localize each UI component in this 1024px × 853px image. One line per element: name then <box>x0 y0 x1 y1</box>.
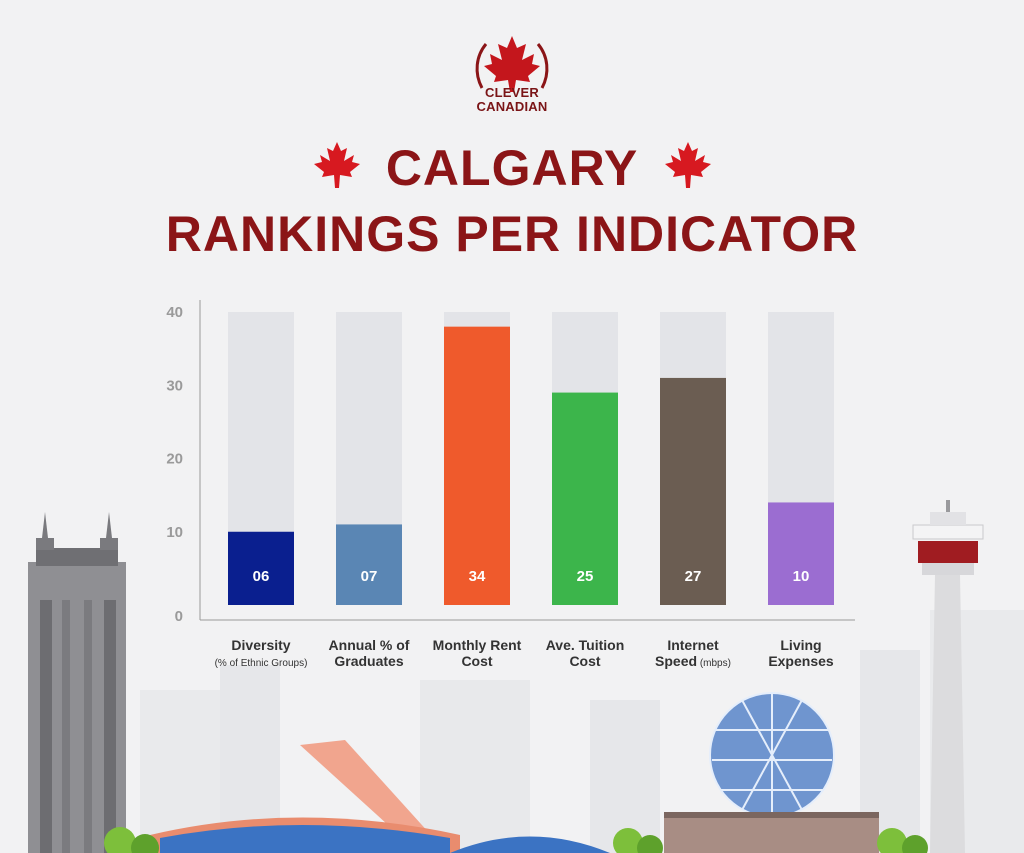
category-label-unit: (mbps) <box>697 658 731 669</box>
bar <box>336 524 402 605</box>
data-label: 07 <box>361 568 378 585</box>
category-label-line-1: Diversity <box>231 637 290 653</box>
maple-leaf-logo-icon <box>475 36 549 92</box>
y-tick-label: 20 <box>166 451 183 468</box>
category-labels: Diversity (% of Ethnic Groups) Annual % of… <box>215 637 834 669</box>
bar <box>660 377 726 605</box>
category-label-line-1: Internet <box>667 637 719 653</box>
data-label: 25 <box>577 568 594 585</box>
y-tick-label: 40 <box>166 304 183 321</box>
bar <box>552 392 618 605</box>
science-dome-illustration <box>664 692 879 853</box>
chart-axis: 0 10 20 30 40 <box>166 300 855 625</box>
category-label-line-2: Cost <box>461 653 492 669</box>
y-tick-label: 30 <box>166 377 183 394</box>
page-title-line-1: CALGARY <box>385 140 639 196</box>
category-label-line-1: Ave. Tuition <box>546 637 625 653</box>
data-label: 06 <box>253 568 270 585</box>
maple-leaf-right-icon <box>665 142 711 188</box>
bar <box>768 502 834 605</box>
data-label: 34 <box>469 568 486 585</box>
bars: 06 07 34 25 27 10 <box>228 312 834 605</box>
brand-line-1: CLEVER <box>485 85 539 100</box>
y-tick-label: 0 <box>175 608 183 625</box>
category-label-line-1: Living <box>780 637 821 653</box>
category-label-line-1: Annual % of <box>329 637 410 653</box>
maple-leaf-left-icon <box>314 142 360 188</box>
category-label-line-2: Speed (mbps) <box>655 653 731 669</box>
brand-line-2: CANADIAN <box>476 99 548 114</box>
bar <box>444 326 510 605</box>
bushes-decoration <box>104 827 928 853</box>
calgary-tower-illustration <box>912 500 984 853</box>
bar <box>228 531 294 605</box>
category-label-line-2: Graduates <box>334 653 403 669</box>
skyscraper-illustration <box>28 512 126 853</box>
category-label-line-2: (% of Ethnic Groups) <box>215 658 308 669</box>
y-tick-label: 10 <box>166 524 183 541</box>
category-label-line-1: Monthly Rent <box>433 637 522 653</box>
stadium-illustration <box>150 740 610 853</box>
data-label: 27 <box>685 568 702 585</box>
category-label-line-2: Expenses <box>768 653 834 669</box>
category-label-line-2: Cost <box>569 653 600 669</box>
data-label: 10 <box>793 568 810 585</box>
page-title-line-2: RANKINGS PER INDICATOR <box>165 206 859 262</box>
